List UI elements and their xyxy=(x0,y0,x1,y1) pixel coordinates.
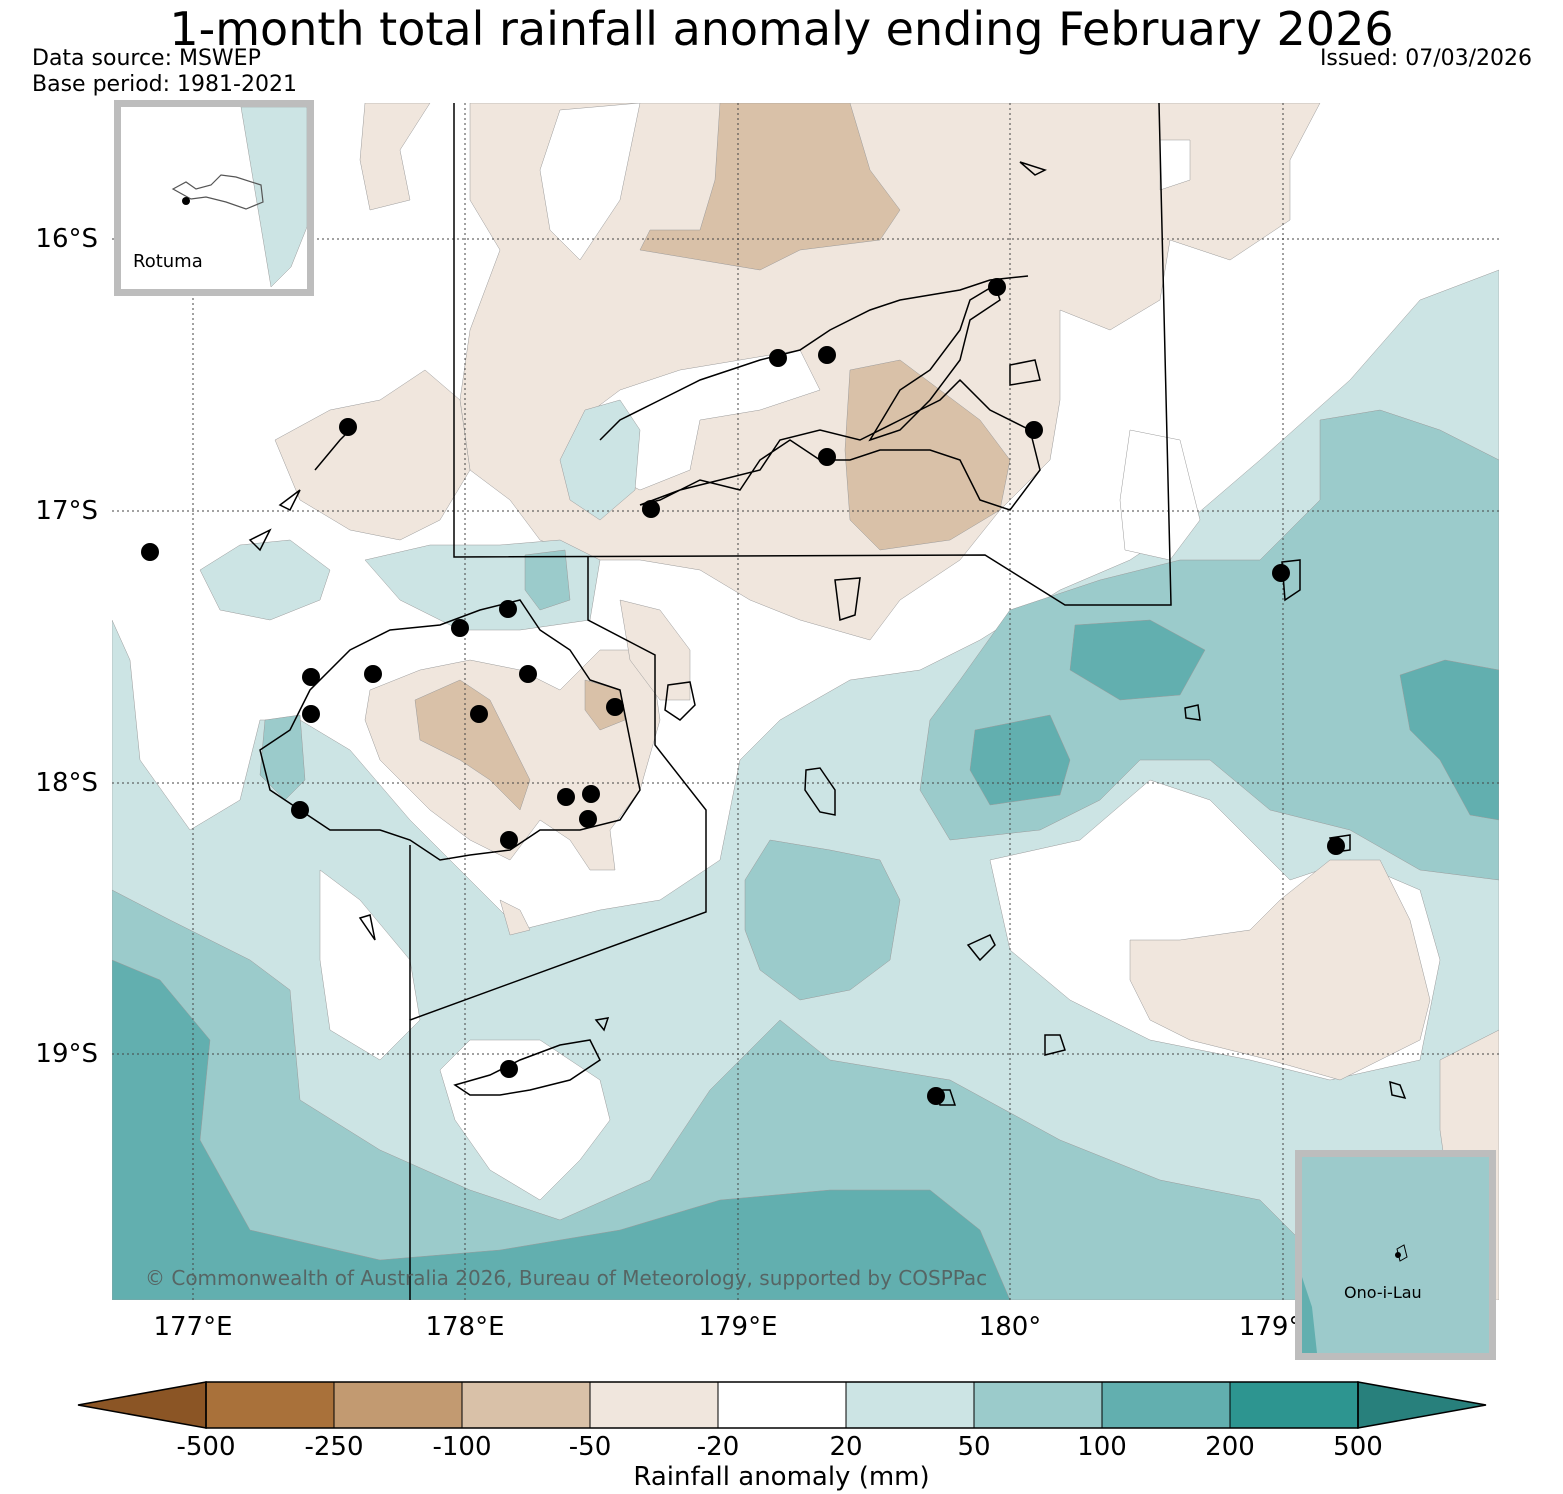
neutral-patch-west xyxy=(319,869,421,1061)
lon-label-180: 180° xyxy=(978,1312,1042,1342)
rotuma-inset-map xyxy=(121,107,307,289)
rotuma-inset: Rotuma xyxy=(114,100,314,296)
colorbar-tick-5: 20 xyxy=(829,1432,863,1462)
dry-light-patch-south xyxy=(499,899,531,936)
issued-date-label: Issued: 07/03/2026 xyxy=(1319,46,1532,71)
dry-light-patch-center-east xyxy=(619,599,691,701)
lat-label-19s: 19°S xyxy=(35,1039,98,1069)
colorbar-tick-0: -500 xyxy=(176,1432,236,1462)
division-boundaries xyxy=(409,103,1172,1300)
colorbar-tick-6: 50 xyxy=(957,1432,991,1462)
data-source-label: Data source: MSWEP xyxy=(32,46,261,71)
dry-mid-patch-central-north xyxy=(844,359,1011,551)
lon-label-177e: 177°E xyxy=(153,1312,233,1342)
wet-strong-patch-east-3 xyxy=(1399,659,1499,821)
neutral-patch-north xyxy=(539,103,641,261)
wet-strong-region-southwest xyxy=(112,959,1011,1300)
lat-label-18s: 18°S xyxy=(35,768,98,798)
colorbar-segment-3 xyxy=(589,1381,719,1429)
colorbar-under-arrow xyxy=(77,1381,207,1429)
colorbar-segment-7 xyxy=(1101,1381,1231,1429)
rotuma-label: Rotuma xyxy=(133,251,203,272)
dry-mid-patch-island-west xyxy=(414,679,531,811)
lon-label-178e: 178°E xyxy=(425,1312,505,1342)
lat-label-17s: 17°S xyxy=(35,496,98,526)
dry-light-patch-west xyxy=(274,369,471,541)
colorbar-outline xyxy=(205,1381,1359,1429)
dry-mid-region-north xyxy=(639,103,901,271)
wet-light-patch-central-north xyxy=(559,399,641,521)
wet-light-patch-northwest xyxy=(199,539,331,621)
ono-i-lau-inset: Ono-i-Lau xyxy=(1295,1150,1496,1360)
colorbar-tick-8: 200 xyxy=(1205,1432,1255,1462)
base-period-label: Base period: 1981-2021 xyxy=(32,72,297,97)
colorbar-segment-8 xyxy=(1229,1381,1359,1429)
map-panel xyxy=(112,103,1499,1300)
wet-mid-patch-central xyxy=(524,549,571,611)
colorbar-title: Rainfall anomaly (mm) xyxy=(633,1462,930,1492)
rainfall-anomaly-map xyxy=(112,103,1499,1300)
wet-mid-patch-west xyxy=(259,714,306,801)
station-markers xyxy=(141,278,1345,1105)
colorbar-over-arrow xyxy=(1357,1381,1487,1429)
colorbar-segment-5 xyxy=(845,1381,975,1429)
colorbar-segment-6 xyxy=(973,1381,1103,1429)
colorbar-segment-4 xyxy=(717,1381,847,1429)
colorbar-tick-9: 500 xyxy=(1333,1432,1383,1462)
colorbar-segments xyxy=(205,1381,1359,1429)
map-title: 1-month total rainfall anomaly ending Fe… xyxy=(169,2,1394,56)
dry-light-region-east xyxy=(1129,859,1431,1081)
ono-i-lau-label: Ono-i-Lau xyxy=(1344,1283,1422,1302)
colorbar-tick-7: 100 xyxy=(1077,1432,1127,1462)
wet-strong-patch-east-1 xyxy=(1069,619,1206,701)
lat-label-16s: 16°S xyxy=(35,224,98,254)
ono-i-lau-inset-map xyxy=(1302,1157,1489,1353)
copyright-notice: © Commonwealth of Australia 2026, Bureau… xyxy=(145,1266,988,1290)
wet-mid-region-central xyxy=(744,839,901,1001)
colorbar-tick-4: -20 xyxy=(696,1432,740,1462)
colorbar-tick-2: -100 xyxy=(432,1432,492,1462)
graticule xyxy=(112,103,1499,1300)
coastlines xyxy=(248,161,1407,1106)
wet-strong-patch-east-2 xyxy=(969,714,1071,806)
colorbar-segment-2 xyxy=(461,1381,591,1429)
colorbar-tick-1: -250 xyxy=(304,1432,364,1462)
colorbar-tick-3: -50 xyxy=(568,1432,612,1462)
colorbar-segment-1 xyxy=(333,1381,463,1429)
colorbar xyxy=(77,1381,1487,1429)
colorbar-segment-0 xyxy=(205,1381,335,1429)
dry-light-patch-northwest xyxy=(359,103,431,211)
lon-label-179e: 179°E xyxy=(698,1312,778,1342)
